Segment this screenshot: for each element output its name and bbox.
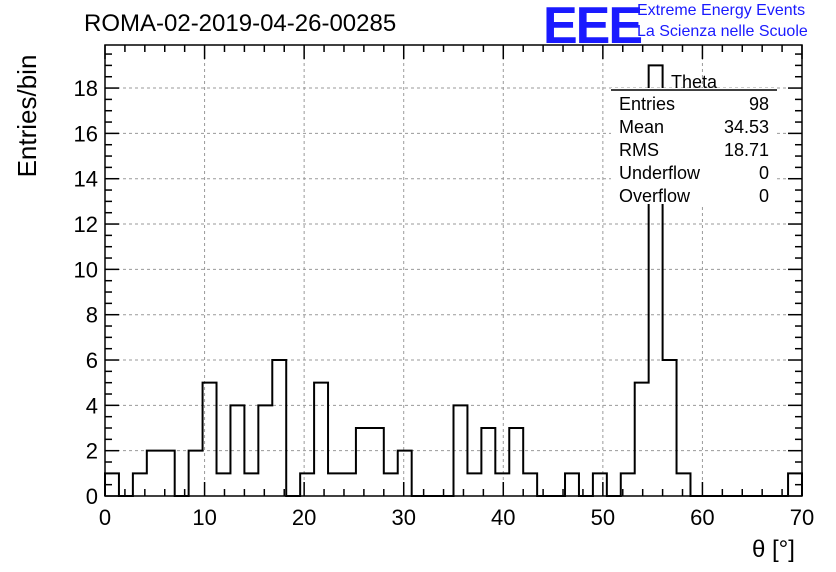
chart-title: ROMA-02-2019-04-26-00285 xyxy=(84,10,397,37)
histogram-bin xyxy=(677,473,691,496)
x-tick-label: 0 xyxy=(99,505,111,530)
histogram-bin xyxy=(300,473,314,496)
y-tick-label: 12 xyxy=(74,212,98,237)
x-tick-label: 50 xyxy=(591,505,615,530)
histogram-bin xyxy=(384,473,398,496)
stats-label-mean: Mean xyxy=(619,117,664,137)
histogram-bin xyxy=(217,473,231,496)
stats-box-background xyxy=(611,88,777,204)
stats-label-overflow: Overflow xyxy=(619,186,691,206)
stats-value-underflow: 0 xyxy=(759,163,769,183)
histogram-bin xyxy=(328,473,342,496)
stats-value-overflow: 0 xyxy=(759,186,769,206)
histogram-bin xyxy=(495,473,509,496)
x-tick-label: 30 xyxy=(391,505,415,530)
histogram-bin xyxy=(356,428,370,496)
histogram-bin xyxy=(467,473,481,496)
axis-ticks: 0 10 20 30 40 50 60 70 0 2 4 6 8 10 12 14 16 18 xyxy=(74,45,814,530)
logo-caption-line2: La Scienza nelle Scuole xyxy=(637,23,808,40)
y-tick-label: 0 xyxy=(86,484,98,509)
histogram-bin xyxy=(454,405,468,496)
histogram-bin xyxy=(593,473,607,496)
histogram-bin xyxy=(523,473,537,496)
y-tick-label: 14 xyxy=(74,167,98,192)
histogram-bin xyxy=(398,451,412,496)
y-tick-label: 16 xyxy=(74,121,98,146)
histogram-bin xyxy=(565,473,579,496)
stats-box-title: Theta xyxy=(671,72,718,92)
stats-value-entries: 98 xyxy=(749,94,769,114)
stats-label-rms: RMS xyxy=(619,140,659,160)
eee-logo: EEE xyxy=(543,0,643,55)
y-tick-label: 4 xyxy=(86,393,98,418)
stats-value-mean: 34.53 xyxy=(724,117,769,137)
axes xyxy=(104,44,803,497)
y-tick-label: 6 xyxy=(86,348,98,373)
y-tick-label: 2 xyxy=(86,439,98,464)
histogram-bin xyxy=(663,360,677,496)
histogram-bin xyxy=(509,428,523,496)
histogram-bin xyxy=(370,428,384,496)
histogram-bin xyxy=(481,428,495,496)
histogram-bin xyxy=(244,473,258,496)
histogram-bin xyxy=(314,383,328,496)
histogram-bin xyxy=(272,360,286,496)
histogram-bin xyxy=(161,451,175,496)
histogram-bin xyxy=(203,383,217,496)
histogram-bin xyxy=(258,405,272,496)
histogram-bin xyxy=(189,451,203,496)
plot-frame xyxy=(104,44,803,497)
histogram-bin xyxy=(147,451,161,496)
x-tick-label: 10 xyxy=(192,505,216,530)
y-tick-label: 10 xyxy=(74,257,98,282)
stats-label-underflow: Underflow xyxy=(619,163,701,183)
stats-value-rms: 18.71 xyxy=(724,140,769,160)
logo-caption-line1: Extreme Energy Events xyxy=(637,2,806,19)
y-tick-label: 8 xyxy=(86,303,98,328)
x-tick-label: 40 xyxy=(491,505,515,530)
histogram-bin xyxy=(230,405,244,496)
stats-label-entries: Entries xyxy=(619,94,675,114)
y-tick-label: 18 xyxy=(74,76,98,101)
x-tick-label: 60 xyxy=(690,505,714,530)
x-tick-label: 70 xyxy=(790,505,814,530)
x-axis-label: θ [°] xyxy=(752,536,795,563)
x-tick-label: 20 xyxy=(292,505,316,530)
histogram-bin xyxy=(635,383,649,496)
